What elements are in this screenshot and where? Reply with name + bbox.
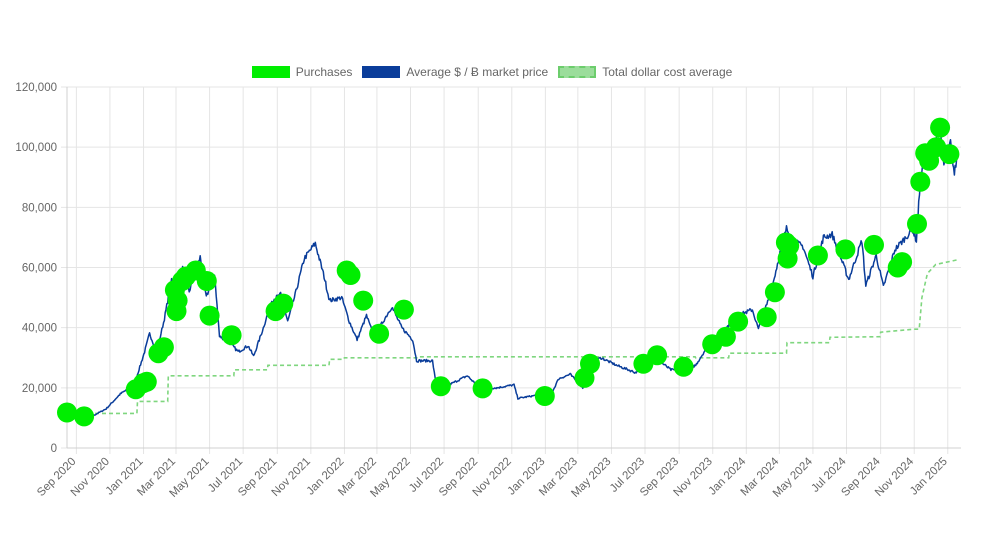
purchase-point[interactable]	[910, 171, 931, 192]
purchase-point[interactable]	[779, 235, 800, 256]
purchase-point[interactable]	[221, 325, 242, 346]
legend-label-price: Average $ / Ƀ market price	[406, 65, 549, 79]
legend-label-purchases: Purchases	[295, 65, 353, 79]
y-tick-label: 80,000	[22, 202, 57, 214]
purchase-point[interactable]	[273, 293, 294, 314]
purchase-point[interactable]	[892, 252, 913, 273]
cost-average-line	[67, 259, 957, 415]
purchase-point[interactable]	[393, 299, 414, 320]
purchase-point[interactable]	[930, 117, 951, 138]
purchase-point[interactable]	[153, 337, 174, 358]
axes: 020,00040,00060,00080,000100,000120,000S…	[15, 82, 961, 500]
purchase-point[interactable]	[167, 290, 188, 311]
purchase-point[interactable]	[353, 290, 374, 311]
purchase-point[interactable]	[74, 406, 95, 427]
x-tick-label: Jan 2025	[908, 456, 950, 498]
purchase-point[interactable]	[472, 378, 493, 399]
purchase-point[interactable]	[580, 353, 600, 374]
y-tick-label: 0	[51, 443, 57, 455]
legend-swatch-purchases	[251, 66, 290, 78]
purchase-point[interactable]	[673, 356, 694, 377]
y-tick-label: 20,000	[22, 383, 57, 395]
purchase-point[interactable]	[764, 282, 785, 303]
y-tick-label: 120,000	[15, 82, 57, 94]
market-price-series	[66, 122, 958, 419]
purchase-point[interactable]	[728, 311, 749, 332]
purchase-point[interactable]	[835, 239, 856, 260]
purchase-point[interactable]	[57, 402, 77, 423]
purchases-series	[57, 117, 960, 427]
chart-legend: Purchases Average $ / Ƀ market price Tot…	[0, 62, 984, 82]
purchase-point[interactable]	[907, 213, 927, 234]
purchase-point[interactable]	[864, 234, 884, 255]
legend-item-price[interactable]: Average $ / Ƀ market price	[362, 65, 548, 79]
purchase-point[interactable]	[369, 323, 390, 344]
purchase-point[interactable]	[430, 376, 451, 397]
legend-swatch-price	[362, 66, 401, 78]
purchase-point[interactable]	[196, 271, 217, 291]
y-tick-label: 60,000	[22, 263, 57, 275]
legend-swatch-cost	[558, 66, 597, 78]
purchase-point[interactable]	[939, 144, 960, 165]
y-tick-label: 100,000	[15, 142, 57, 154]
legend-item-cost[interactable]: Total dollar cost average	[558, 65, 732, 79]
purchase-point[interactable]	[534, 386, 555, 406]
market-price-line	[66, 122, 958, 419]
purchase-point[interactable]	[647, 345, 668, 366]
purchase-point[interactable]	[715, 326, 736, 347]
legend-item-purchases[interactable]: Purchases	[251, 65, 353, 79]
purchase-point[interactable]	[199, 305, 220, 326]
y-tick-label: 40,000	[22, 323, 57, 335]
purchase-point[interactable]	[807, 245, 828, 266]
cost-average-series	[67, 259, 957, 415]
grid-lines	[61, 86, 961, 454]
purchase-point[interactable]	[756, 307, 777, 328]
purchase-point[interactable]	[340, 265, 361, 285]
legend-label-cost: Total dollar cost average	[602, 65, 733, 79]
purchase-point[interactable]	[136, 371, 157, 392]
